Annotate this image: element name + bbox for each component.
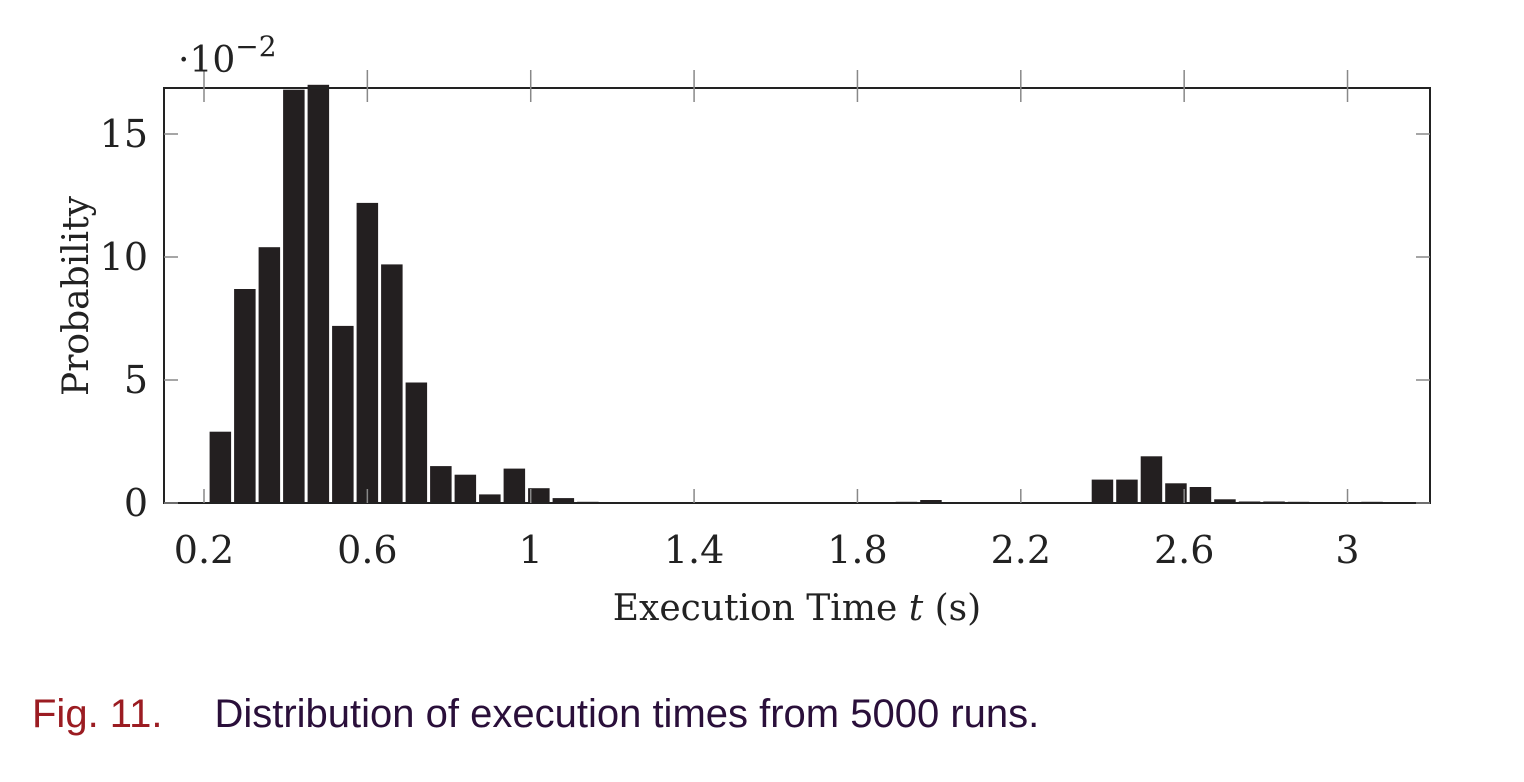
histogram-bar: [920, 500, 942, 503]
histogram-bar: [381, 264, 403, 503]
y-ticks-group: 0 5 10 15: [100, 112, 1430, 525]
x-tick-label: 3: [1335, 528, 1359, 572]
figure-caption: Fig. 11. Distribution of execution times …: [32, 692, 1039, 737]
histogram-bar: [430, 466, 452, 503]
histogram-bar: [234, 289, 256, 503]
bars-group: [209, 84, 1383, 504]
x-tick-label: 1: [519, 528, 543, 572]
histogram-bar: [1091, 479, 1114, 503]
histogram-bar: [405, 382, 428, 503]
x-axis-title: Execution Time t (s): [613, 588, 981, 629]
x-tick-label: 1.4: [664, 528, 724, 572]
x-tick-label: 0.2: [174, 528, 234, 572]
x-tick-label: 1.8: [827, 528, 887, 572]
y-tick-label: 10: [100, 235, 148, 279]
histogram-bar: [528, 488, 550, 503]
histogram-bar: [1165, 483, 1187, 503]
y-axis-title: Probability: [56, 195, 97, 396]
plot-frame: [163, 87, 1431, 504]
x-tick-label: 0.6: [337, 528, 397, 572]
x-ticks-group: 0.2 0.6 1 1.4 1.8 2.2 2.6 3: [174, 70, 1360, 572]
histogram-bar: [332, 325, 354, 503]
histogram-bar: [479, 494, 501, 503]
histogram-bar: [552, 498, 575, 503]
histogram-bar: [1116, 479, 1138, 503]
histogram-bar: [1140, 456, 1163, 503]
x-tick-label: 2.2: [991, 528, 1051, 572]
histogram-bar: [356, 202, 379, 503]
histogram-bar: [454, 474, 477, 503]
histogram-bar: [1189, 487, 1212, 503]
histogram-chart: 0.2 0.6 1 1.4 1.8 2.2 2.6 3 0 5 10 15 ·10−2 Probab…: [56, 30, 1431, 629]
x-tick-label: 2.6: [1154, 528, 1214, 572]
histogram-bar: [258, 247, 281, 503]
histogram-bar: [283, 89, 305, 503]
histogram-bar: [1214, 499, 1236, 503]
caption-label: Fig. 11.: [32, 692, 163, 736]
y-tick-label: 0: [124, 481, 148, 525]
histogram-bar: [209, 431, 232, 503]
histogram-bar: [307, 84, 330, 504]
y-multiplier-label: ·10−2: [178, 30, 277, 81]
caption-text: Distribution of execution times from 500…: [214, 692, 1040, 736]
y-tick-label: 5: [124, 358, 148, 402]
histogram-bar: [503, 468, 526, 503]
y-tick-label: 15: [100, 112, 148, 156]
